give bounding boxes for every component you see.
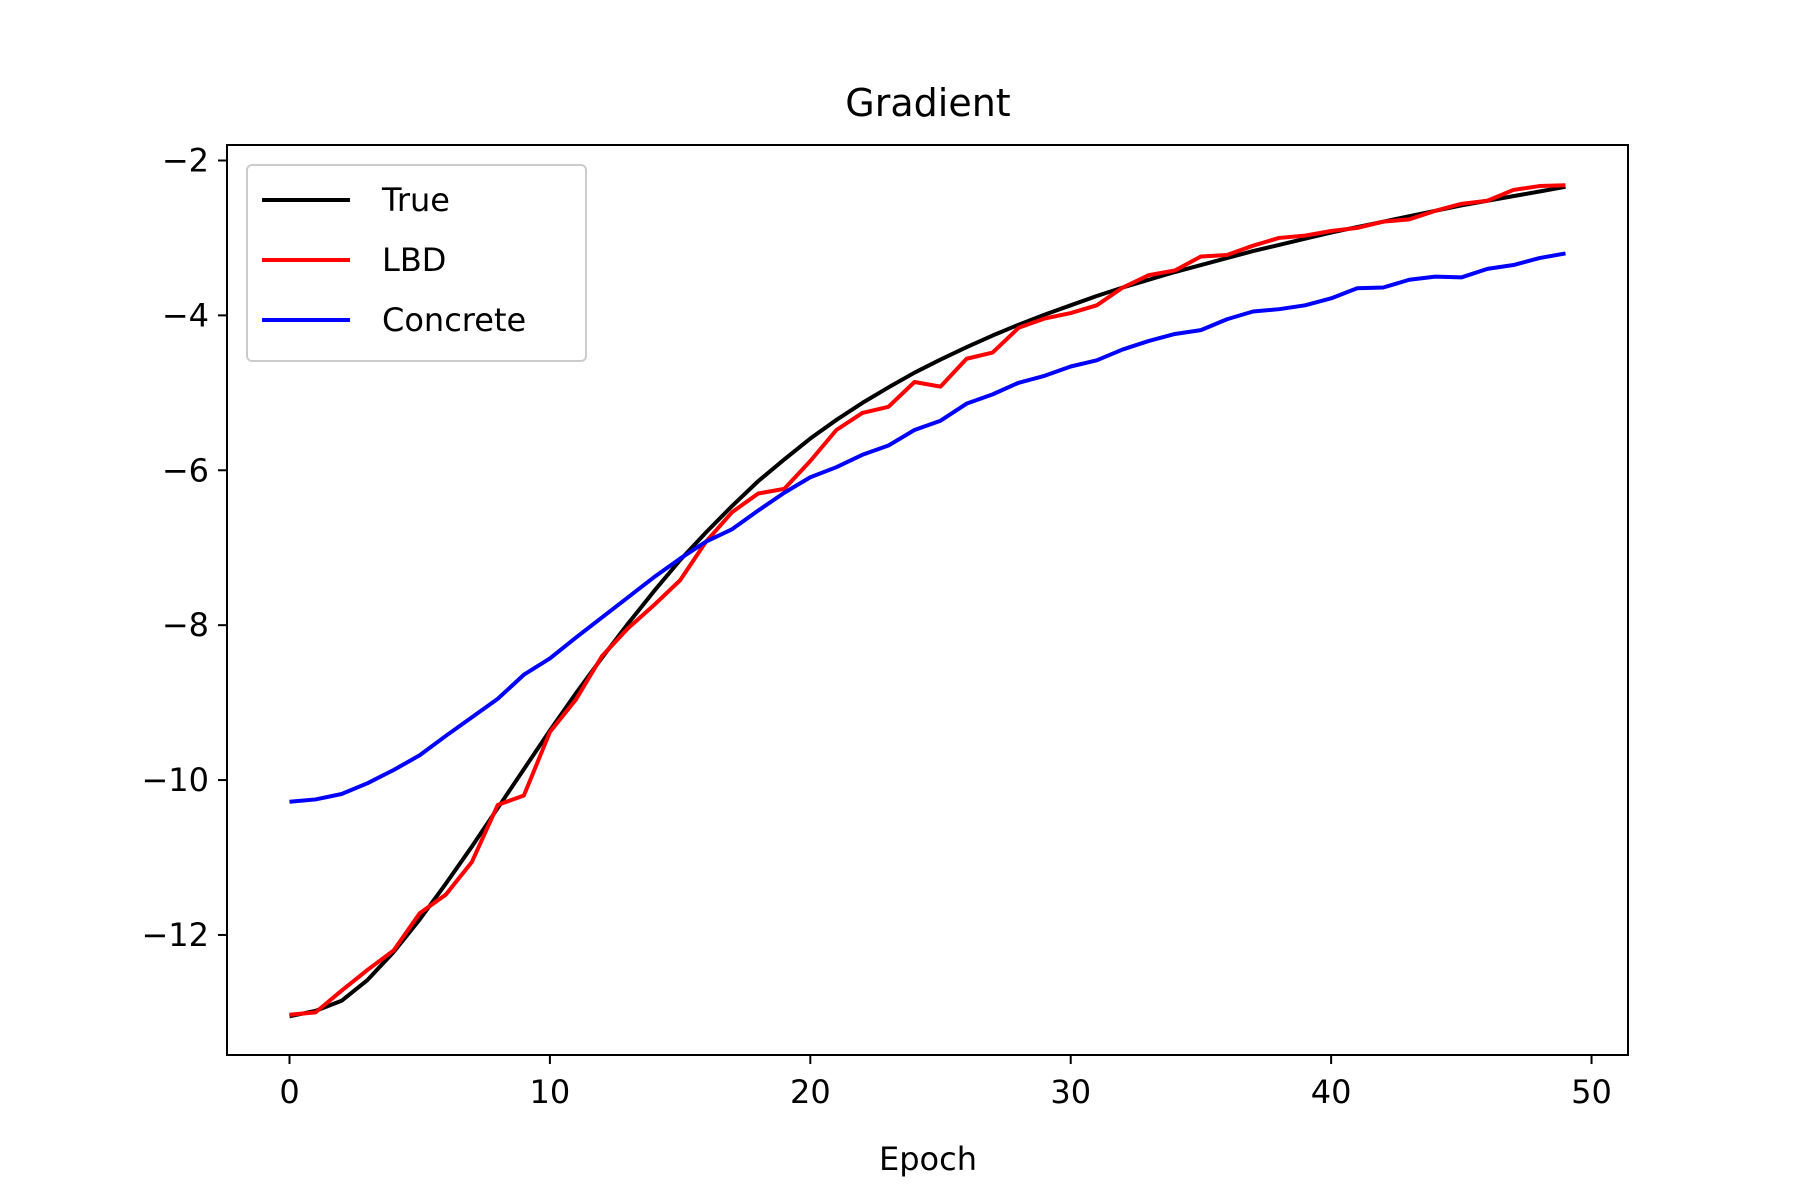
legend-box: [246, 164, 587, 362]
axes-frame: [226, 144, 1629, 1056]
legend-label-lbd: LBD: [382, 241, 446, 279]
series-line-lbd: [289, 183, 1566, 1017]
legend: True LBD Concrete: [246, 164, 587, 362]
y-tick-label: −10: [141, 761, 209, 799]
y-tick-label: −6: [162, 451, 209, 489]
y-tick-label: −2: [162, 141, 209, 179]
x-tick-label: 0: [279, 1073, 299, 1111]
axes: 0 10 20 30 40 50 −12 −10 −8 −6 −4 −2: [141, 141, 1629, 1111]
x-axis-title: Epoch: [879, 1140, 977, 1178]
x-tick-label: 20: [790, 1073, 831, 1111]
legend-label-concrete: Concrete: [382, 301, 526, 339]
series-line-concrete: [289, 251, 1566, 804]
x-tick-label: 30: [1050, 1073, 1091, 1111]
y-tick-label: −8: [162, 606, 209, 644]
x-tick-label: 50: [1571, 1073, 1612, 1111]
x-tick-label: 40: [1311, 1073, 1352, 1111]
legend-label-true: True: [381, 181, 450, 219]
y-tick-label: −4: [162, 296, 209, 334]
y-tick-label: −12: [141, 916, 209, 954]
chart-title: Gradient: [845, 81, 1010, 125]
plot-area: [289, 183, 1566, 1019]
x-tick-label: 10: [530, 1073, 571, 1111]
